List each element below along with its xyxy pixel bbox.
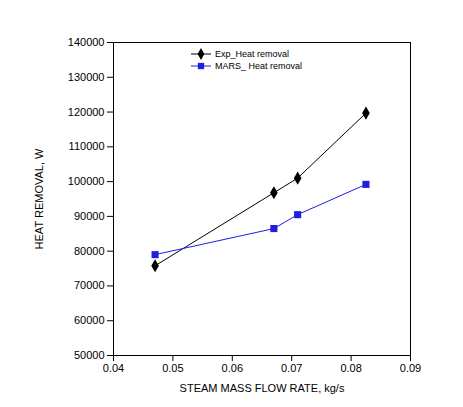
svg-text:STEAM MASS FLOW RATE, kg/s: STEAM MASS FLOW RATE, kg/s <box>180 382 345 394</box>
svg-text:0.07: 0.07 <box>281 362 302 374</box>
svg-text:50000: 50000 <box>74 349 105 361</box>
svg-text:90000: 90000 <box>74 210 105 222</box>
svg-text:0.08: 0.08 <box>340 362 361 374</box>
svg-text:60000: 60000 <box>74 314 105 326</box>
svg-text:0.09: 0.09 <box>400 362 421 374</box>
svg-text:140000: 140000 <box>68 36 105 48</box>
svg-text:HEAT REMOVAL, W: HEAT REMOVAL, W <box>33 148 45 249</box>
svg-text:80000: 80000 <box>74 245 105 257</box>
svg-text:100000: 100000 <box>68 175 105 187</box>
svg-text:0.04: 0.04 <box>103 362 124 374</box>
html-text:Exp_Heat removal: Exp_Heat removal <box>215 49 289 59</box>
svg-text:120000: 120000 <box>68 106 105 118</box>
html-text:MARS_ Heat removal: MARS_ Heat removal <box>215 61 302 71</box>
svg-text:0.05: 0.05 <box>162 362 183 374</box>
svg-text:70000: 70000 <box>74 279 105 291</box>
svg-text:110000: 110000 <box>69 140 105 152</box>
svg-text:130000: 130000 <box>68 71 105 83</box>
svg-text:0.06: 0.06 <box>222 362 243 374</box>
